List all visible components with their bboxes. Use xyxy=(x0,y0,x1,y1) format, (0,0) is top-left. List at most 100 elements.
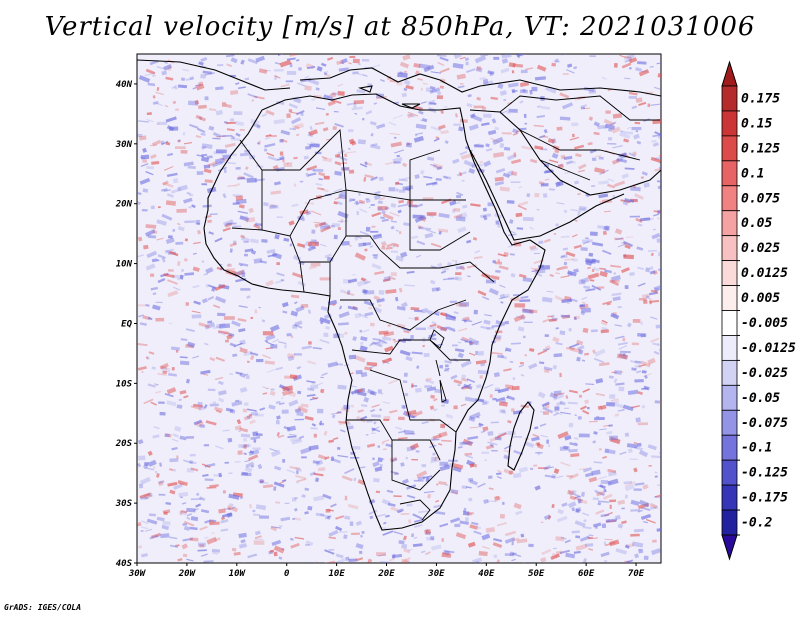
field-speckle xyxy=(331,223,340,227)
field-speckle xyxy=(278,556,283,560)
field-speckle xyxy=(477,350,484,356)
lon-tick-label: 30W xyxy=(128,569,147,579)
field-speckle xyxy=(516,227,524,230)
field-speckle xyxy=(402,380,408,384)
field-speckle xyxy=(430,458,441,464)
field-speckle xyxy=(314,241,319,246)
field-speckle xyxy=(239,215,250,222)
field-speckle xyxy=(314,223,320,228)
field-speckle xyxy=(415,387,422,393)
field-speckle xyxy=(624,559,634,563)
field-speckle xyxy=(468,497,473,502)
field-speckle xyxy=(621,173,629,179)
field-speckle xyxy=(630,499,640,506)
field-speckle xyxy=(605,225,610,231)
field-speckle xyxy=(319,513,330,518)
field-speckle xyxy=(451,462,464,470)
field-speckle xyxy=(152,95,156,99)
colorbar-label: -0.005 xyxy=(741,316,788,331)
field-speckle xyxy=(364,280,371,285)
field-speckle xyxy=(337,201,343,206)
field-speckle xyxy=(623,480,633,485)
field-speckle xyxy=(560,461,571,467)
field-speckle xyxy=(282,388,294,397)
field-speckle xyxy=(416,203,423,208)
field-speckle xyxy=(281,548,285,551)
field-speckle xyxy=(286,333,292,337)
colorbar-label: -0.175 xyxy=(741,491,788,506)
field-speckle xyxy=(657,251,661,257)
field-speckle xyxy=(311,99,315,101)
field-speckle xyxy=(582,239,593,243)
field-speckle xyxy=(490,137,500,143)
field-speckle xyxy=(637,266,645,271)
field-speckle xyxy=(186,507,196,513)
field-speckle xyxy=(346,421,352,426)
field-speckle xyxy=(466,459,476,467)
field-speckle xyxy=(182,537,194,542)
field-speckle xyxy=(560,536,567,540)
field-speckle xyxy=(351,532,360,535)
field-speckle xyxy=(261,113,268,117)
field-speckle xyxy=(634,379,644,383)
field-speckle xyxy=(238,262,249,267)
field-speckle xyxy=(179,274,184,280)
field-speckle xyxy=(360,415,368,421)
field-speckle xyxy=(578,205,587,211)
field-speckle xyxy=(567,501,577,509)
field-speckle xyxy=(291,438,303,445)
field-speckle xyxy=(177,139,181,143)
field-speckle xyxy=(461,153,473,160)
field-speckle xyxy=(325,325,331,331)
field-speckle xyxy=(618,152,627,158)
field-speckle xyxy=(461,179,465,182)
field-speckle xyxy=(200,156,210,163)
field-speckle xyxy=(579,535,590,542)
field-speckle xyxy=(304,85,312,91)
field-speckle xyxy=(613,378,618,383)
field-speckle xyxy=(583,558,587,563)
field-speckle xyxy=(567,489,574,496)
field-speckle xyxy=(350,404,354,408)
field-speckle xyxy=(570,209,578,212)
field-speckle xyxy=(427,156,435,161)
field-speckle xyxy=(224,222,233,228)
field-speckle xyxy=(401,404,408,409)
field-speckle xyxy=(455,265,464,270)
field-speckle xyxy=(142,159,147,163)
field-speckle xyxy=(231,400,243,407)
field-speckle xyxy=(457,446,463,449)
field-speckle xyxy=(577,192,581,196)
field-speckle xyxy=(606,430,613,435)
field-speckle xyxy=(657,265,661,272)
field-speckle xyxy=(555,536,565,542)
field-speckle xyxy=(284,375,290,379)
field-speckle xyxy=(175,349,179,353)
field-speckle xyxy=(600,479,608,485)
field-speckle xyxy=(624,55,632,60)
field-speckle xyxy=(653,86,661,90)
field-speckle xyxy=(324,456,330,460)
field-speckle xyxy=(426,537,435,541)
field-speckle xyxy=(459,441,470,446)
field-speckle xyxy=(198,104,207,109)
field-speckle xyxy=(542,406,554,414)
field-speckle xyxy=(350,140,357,146)
field-speckle xyxy=(359,230,369,236)
field-speckle xyxy=(266,368,277,373)
field-speckle xyxy=(356,557,363,562)
field-speckle xyxy=(631,127,642,131)
field-speckle xyxy=(602,300,613,306)
field-speckle xyxy=(404,432,416,435)
field-speckle xyxy=(198,496,206,502)
field-speckle xyxy=(518,466,529,473)
field-speckle xyxy=(601,523,607,529)
field-speckle xyxy=(156,66,165,70)
field-speckle xyxy=(593,121,600,127)
lat-tick-label: EQ xyxy=(121,319,132,329)
field-speckle xyxy=(385,443,393,448)
field-speckle xyxy=(534,192,540,198)
field-speckle xyxy=(622,240,634,248)
field-speckle xyxy=(226,128,235,132)
field-speckle xyxy=(576,356,581,362)
